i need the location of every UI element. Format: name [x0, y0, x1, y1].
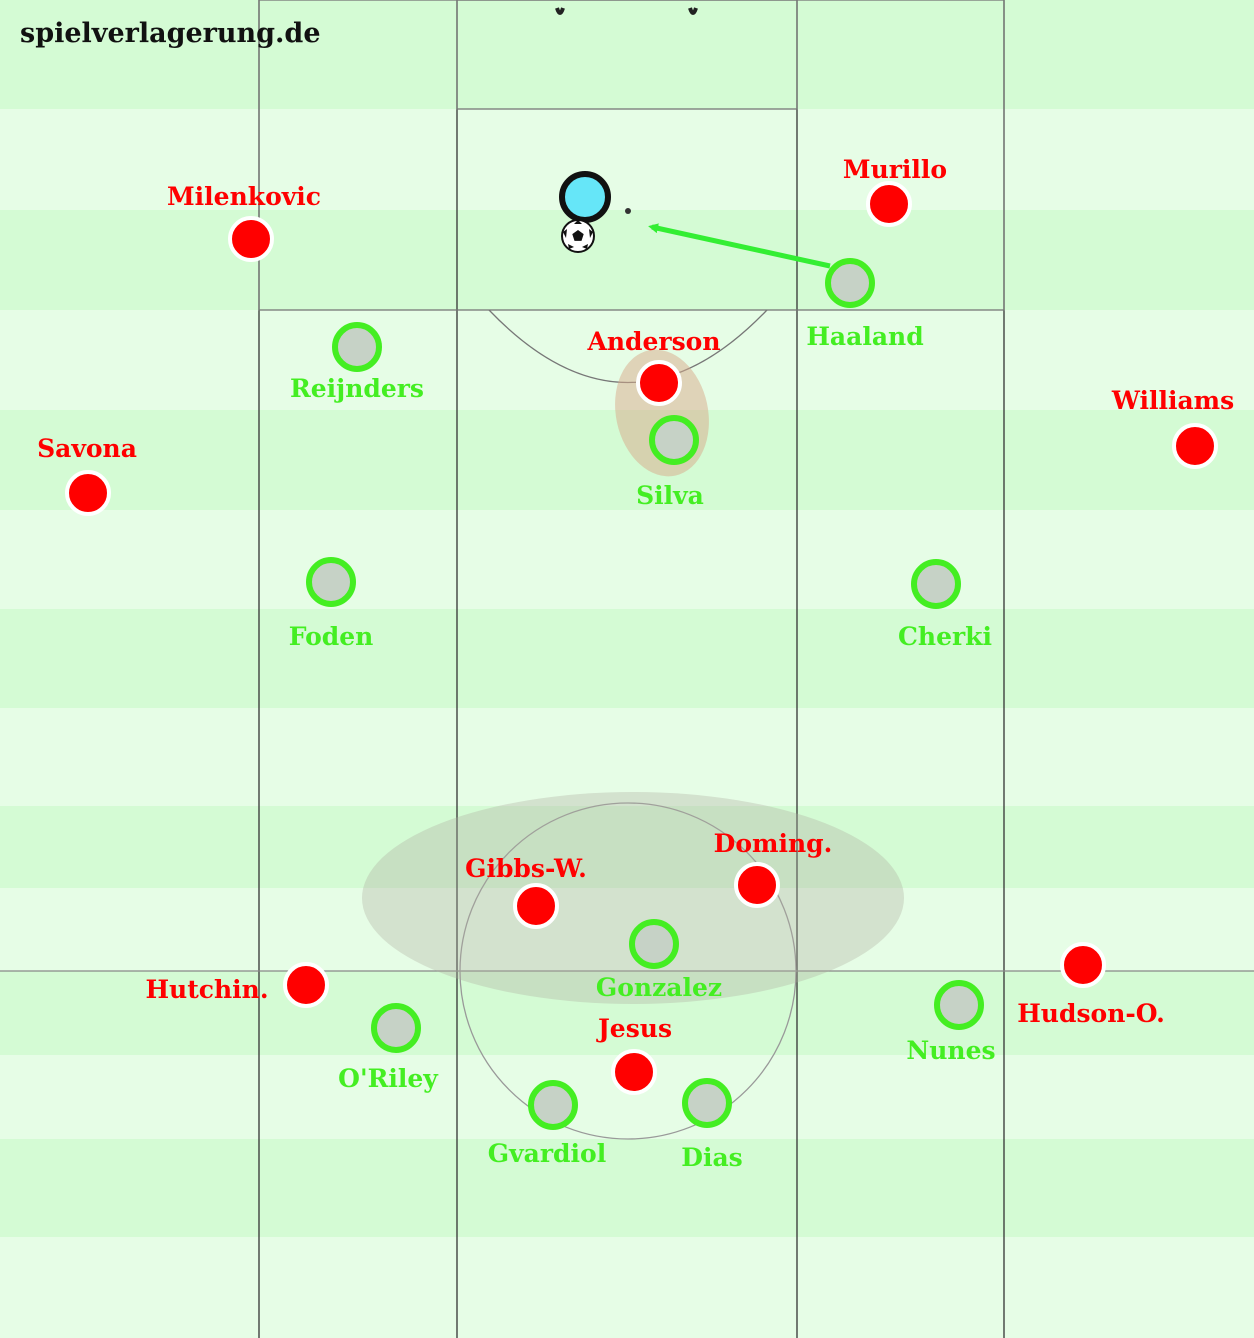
red-player-williams: Williams — [1111, 386, 1234, 469]
red-player-marker — [866, 181, 912, 227]
red-player-murillo: Murillo — [843, 155, 947, 227]
red-player-anderson: Anderson — [586, 327, 721, 406]
goalkeeper-marker — [559, 171, 611, 223]
red-player-marker — [513, 883, 559, 929]
green-player-marker — [306, 557, 356, 607]
green-player-nunes: Nunes — [906, 980, 996, 1065]
red-player-marker — [283, 962, 329, 1008]
player-name-label: Gvardiol — [488, 1139, 606, 1168]
player-name-label: Savona — [37, 434, 137, 463]
red-player-marker — [734, 862, 780, 908]
pitch-stripe — [0, 708, 1254, 806]
pitch-stripe — [0, 210, 1254, 310]
green-player-marker — [371, 1003, 421, 1053]
red-player-savona: Savona — [37, 434, 137, 516]
center-circle — [459, 802, 797, 1140]
red-player-jesus: Jesus — [596, 1014, 672, 1095]
green-player-cherki: Cherki — [898, 559, 992, 651]
red-player-milenkovic: Milenkovic — [167, 182, 321, 262]
player-name-label: Jesus — [596, 1014, 672, 1043]
brand-watermark: spielverlagerung.de — [20, 18, 321, 49]
goal-post-right — [688, 7, 698, 15]
penalty-box — [258, 0, 1005, 311]
green-player-oriley: O'Riley — [338, 1003, 439, 1093]
pitch-stripe — [0, 609, 1254, 708]
green-player-marker — [649, 415, 699, 465]
player-name-label: Foden — [289, 622, 374, 651]
pass-arrow — [648, 223, 831, 269]
green-player-marker — [825, 258, 875, 308]
green-player-marker — [911, 559, 961, 609]
green-player-gonzalez: Gonzalez — [596, 919, 722, 1002]
green-player-marker — [934, 980, 984, 1030]
pitch-stripe — [0, 1237, 1254, 1338]
goal-post-left — [555, 7, 565, 15]
green-player-reijnders: Reijnders — [290, 322, 424, 403]
red-player-gibbs-w: Gibbs-W. — [465, 854, 587, 929]
player-name-label: Reijnders — [290, 374, 424, 403]
red-player-hutchin: Hutchin. — [145, 962, 329, 1008]
player-name-label: Hutchin. — [145, 975, 268, 1004]
player-name-label: Milenkovic — [167, 182, 321, 211]
pitch-stripe — [0, 1139, 1254, 1237]
green-player-dias: Dias — [681, 1078, 743, 1172]
midfield-block-highlight — [362, 792, 904, 1004]
red-player-hudson-o: Hudson-O. — [1017, 942, 1165, 1028]
green-team-players: Haaland Reijnders Silva Foden Cherki Gonzalez… — [289, 258, 996, 1172]
pitch-stripe — [0, 888, 1254, 971]
pass-target-dot — [625, 208, 631, 214]
green-player-silva: Silva — [636, 415, 704, 510]
player-name-label: Gibbs-W. — [465, 854, 587, 883]
red-player-marker — [636, 360, 682, 406]
green-player-marker — [682, 1078, 732, 1128]
player-name-label: Hudson-O. — [1017, 999, 1165, 1028]
player-name-label: Gonzalez — [596, 973, 722, 1002]
green-player-foden: Foden — [289, 557, 374, 651]
green-player-marker — [332, 322, 382, 372]
player-name-label: Murillo — [843, 155, 947, 184]
green-player-marker — [629, 919, 679, 969]
pitch-stripe — [0, 971, 1254, 1055]
six-yard-box — [456, 0, 798, 110]
red-team-players: Milenkovic Murillo Anderson Williams Savona G… — [37, 155, 1234, 1095]
red-player-marker — [1172, 423, 1218, 469]
player-name-label: Cherki — [898, 622, 992, 651]
player-name-label: Haaland — [806, 322, 923, 351]
green-player-marker — [528, 1080, 578, 1130]
player-name-label: Williams — [1111, 386, 1234, 415]
red-player-marker — [1060, 942, 1106, 988]
ball-icon — [561, 219, 595, 253]
red-player-marker — [611, 1049, 657, 1095]
player-name-label: O'Riley — [338, 1064, 439, 1093]
pitch-stripe — [0, 109, 1254, 210]
player-name-label: Nunes — [906, 1036, 995, 1065]
red-player-marker — [228, 216, 274, 262]
player-name-label: Dias — [681, 1143, 742, 1172]
player-name-label: Anderson — [586, 327, 720, 356]
player-name-label: Silva — [636, 481, 704, 510]
red-player-marker — [65, 470, 111, 516]
green-player-gvardiol: Gvardiol — [488, 1080, 606, 1168]
pitch-stripe — [0, 0, 1254, 109]
player-name-label: Doming. — [714, 829, 833, 858]
pitch-stripe — [0, 806, 1254, 888]
green-player-haaland: Haaland — [806, 258, 924, 351]
pitch-stripe — [0, 510, 1254, 609]
red-player-doming: Doming. — [714, 829, 833, 908]
